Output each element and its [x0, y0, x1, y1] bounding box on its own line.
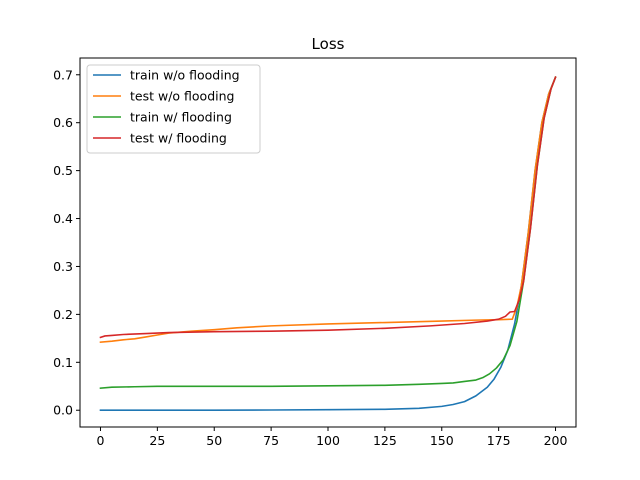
y-tick-label: 0.1	[53, 355, 73, 370]
series-line-4	[99, 76, 557, 339]
y-tick-label: 0.3	[53, 259, 73, 274]
legend-label: train w/ flooding	[130, 110, 232, 125]
x-tick-label: 100	[316, 433, 340, 448]
y-tick-label: 0.6	[53, 115, 73, 130]
x-tick-label: 25	[149, 433, 165, 448]
legend-box	[86, 64, 261, 154]
plot-lines	[99, 76, 557, 412]
y-tick-label: 0.2	[53, 307, 73, 322]
chart-title: Loss	[312, 35, 345, 53]
x-tick-label: 125	[373, 433, 397, 448]
y-axis: 0.0 0.1 0.2 0.3 0.4 0.5 0.6 0.7	[53, 67, 80, 418]
series-line-2	[99, 76, 557, 344]
y-tick-label: 0.0	[53, 403, 73, 418]
legend-label: test w/o flooding	[130, 89, 234, 104]
x-tick-label: 50	[206, 433, 222, 448]
x-tick-label: 75	[263, 433, 279, 448]
x-tick-label: 200	[544, 433, 568, 448]
x-tick-label: 175	[487, 433, 511, 448]
x-axis: 0 25 50 75 100 125 150 175 200	[97, 427, 568, 448]
x-tick-label: 0	[97, 433, 105, 448]
x-tick-label: 150	[430, 433, 454, 448]
legend-label: train w/o flooding	[130, 68, 240, 83]
legend-label: test w/ flooding	[130, 131, 227, 146]
y-tick-label: 0.7	[53, 67, 73, 82]
y-tick-label: 0.5	[53, 163, 73, 178]
y-tick-label: 0.4	[53, 211, 73, 226]
legend: train w/o flooding test w/o flooding train…	[86, 64, 261, 154]
